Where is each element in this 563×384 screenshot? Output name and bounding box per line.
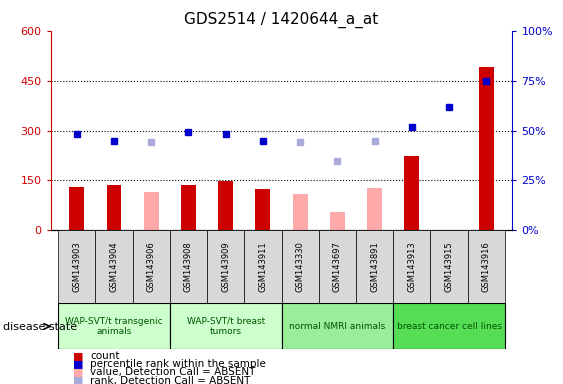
Text: WAP-SVT/t transgenic
animals: WAP-SVT/t transgenic animals bbox=[65, 317, 163, 336]
Bar bbox=[468, 230, 505, 303]
Text: GSM143330: GSM143330 bbox=[296, 242, 305, 292]
Text: percentile rank within the sample: percentile rank within the sample bbox=[90, 359, 266, 369]
Text: GSM143891: GSM143891 bbox=[370, 242, 379, 292]
Text: GSM143904: GSM143904 bbox=[109, 242, 118, 292]
Bar bbox=[367, 188, 382, 230]
Text: GSM143915: GSM143915 bbox=[445, 242, 454, 292]
Text: GSM143911: GSM143911 bbox=[258, 242, 267, 292]
Text: ■: ■ bbox=[73, 376, 84, 384]
Text: count: count bbox=[90, 351, 119, 361]
Bar bbox=[282, 230, 319, 303]
Text: GSM143903: GSM143903 bbox=[72, 242, 81, 292]
Bar bbox=[393, 303, 505, 349]
Bar bbox=[282, 303, 393, 349]
Bar bbox=[319, 230, 356, 303]
Text: ■: ■ bbox=[73, 367, 84, 377]
Text: normal NMRI animals: normal NMRI animals bbox=[289, 322, 386, 331]
Text: ■: ■ bbox=[73, 359, 84, 369]
Bar bbox=[330, 212, 345, 230]
Text: rank, Detection Call = ABSENT: rank, Detection Call = ABSENT bbox=[90, 376, 251, 384]
Bar bbox=[293, 194, 307, 230]
Text: ■: ■ bbox=[73, 351, 84, 361]
Text: value, Detection Call = ABSENT: value, Detection Call = ABSENT bbox=[90, 367, 256, 377]
Bar bbox=[106, 185, 122, 230]
Bar bbox=[95, 230, 132, 303]
Text: WAP-SVT/t breast
tumors: WAP-SVT/t breast tumors bbox=[186, 317, 265, 336]
Bar bbox=[170, 303, 282, 349]
Text: GSM143913: GSM143913 bbox=[407, 242, 416, 292]
Bar bbox=[58, 303, 170, 349]
Bar bbox=[170, 230, 207, 303]
Bar bbox=[144, 192, 159, 230]
Text: GSM143906: GSM143906 bbox=[147, 242, 156, 292]
Bar bbox=[181, 185, 196, 230]
Bar bbox=[69, 187, 84, 230]
Text: GSM143908: GSM143908 bbox=[184, 242, 193, 292]
Bar bbox=[393, 230, 431, 303]
Text: disease state: disease state bbox=[3, 322, 77, 332]
Bar bbox=[256, 189, 270, 230]
Bar bbox=[244, 230, 282, 303]
Bar bbox=[356, 230, 393, 303]
Bar bbox=[218, 181, 233, 230]
Bar bbox=[132, 230, 170, 303]
Text: breast cancer cell lines: breast cancer cell lines bbox=[396, 322, 502, 331]
Text: GSM143697: GSM143697 bbox=[333, 242, 342, 292]
Bar bbox=[479, 67, 494, 230]
Bar bbox=[404, 156, 419, 230]
Bar bbox=[431, 230, 468, 303]
Bar bbox=[58, 230, 95, 303]
Text: GSM143909: GSM143909 bbox=[221, 242, 230, 292]
Title: GDS2514 / 1420644_a_at: GDS2514 / 1420644_a_at bbox=[184, 12, 379, 28]
Bar bbox=[207, 230, 244, 303]
Text: GSM143916: GSM143916 bbox=[482, 242, 491, 292]
